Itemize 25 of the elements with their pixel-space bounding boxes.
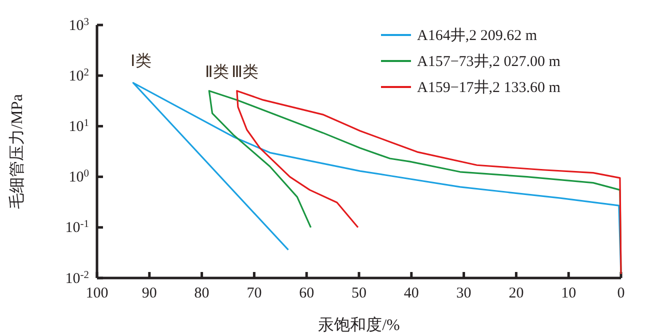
y-tick-label: 10$^{-2}$ [65,269,89,287]
x-tick-label: 100 [86,286,108,302]
x-axis-title: 汞饱和度/% [318,316,400,334]
annotation: Ⅲ类 [231,62,258,81]
annotation: Ⅱ类 [205,62,230,81]
y-tick-label: 10$^{2}$ [68,66,89,84]
y-tick-label: 10$^{0}$ [68,168,89,186]
x-tick-label: 70 [246,286,262,302]
x-tick-label: 10 [561,286,576,302]
x-tick-label: 40 [404,286,419,302]
legend-label: A157−73井,2 027.00 m [417,53,561,70]
x-tick-label: 20 [508,286,524,302]
annotation: Ⅰ类 [130,52,152,70]
x-tick-label: 60 [299,286,314,302]
y-axis-title: 毛细管压力/MPa [8,94,26,209]
x-tick-label: 80 [194,286,210,302]
legend-label: A164井,2 209.62 m [417,27,538,44]
y-tick-label: 10$^{3}$ [68,16,89,34]
x-tick-label: 30 [456,286,472,302]
legend-label: A159−17井,2 133.60 m [417,79,561,96]
x-tick-label: 0 [617,286,625,302]
x-tick-label: 50 [352,286,366,302]
y-tick-label: 10$^{-1}$ [65,218,89,236]
y-tick-label: 10$^{1}$ [68,118,89,135]
x-tick-label: 90 [142,286,157,302]
